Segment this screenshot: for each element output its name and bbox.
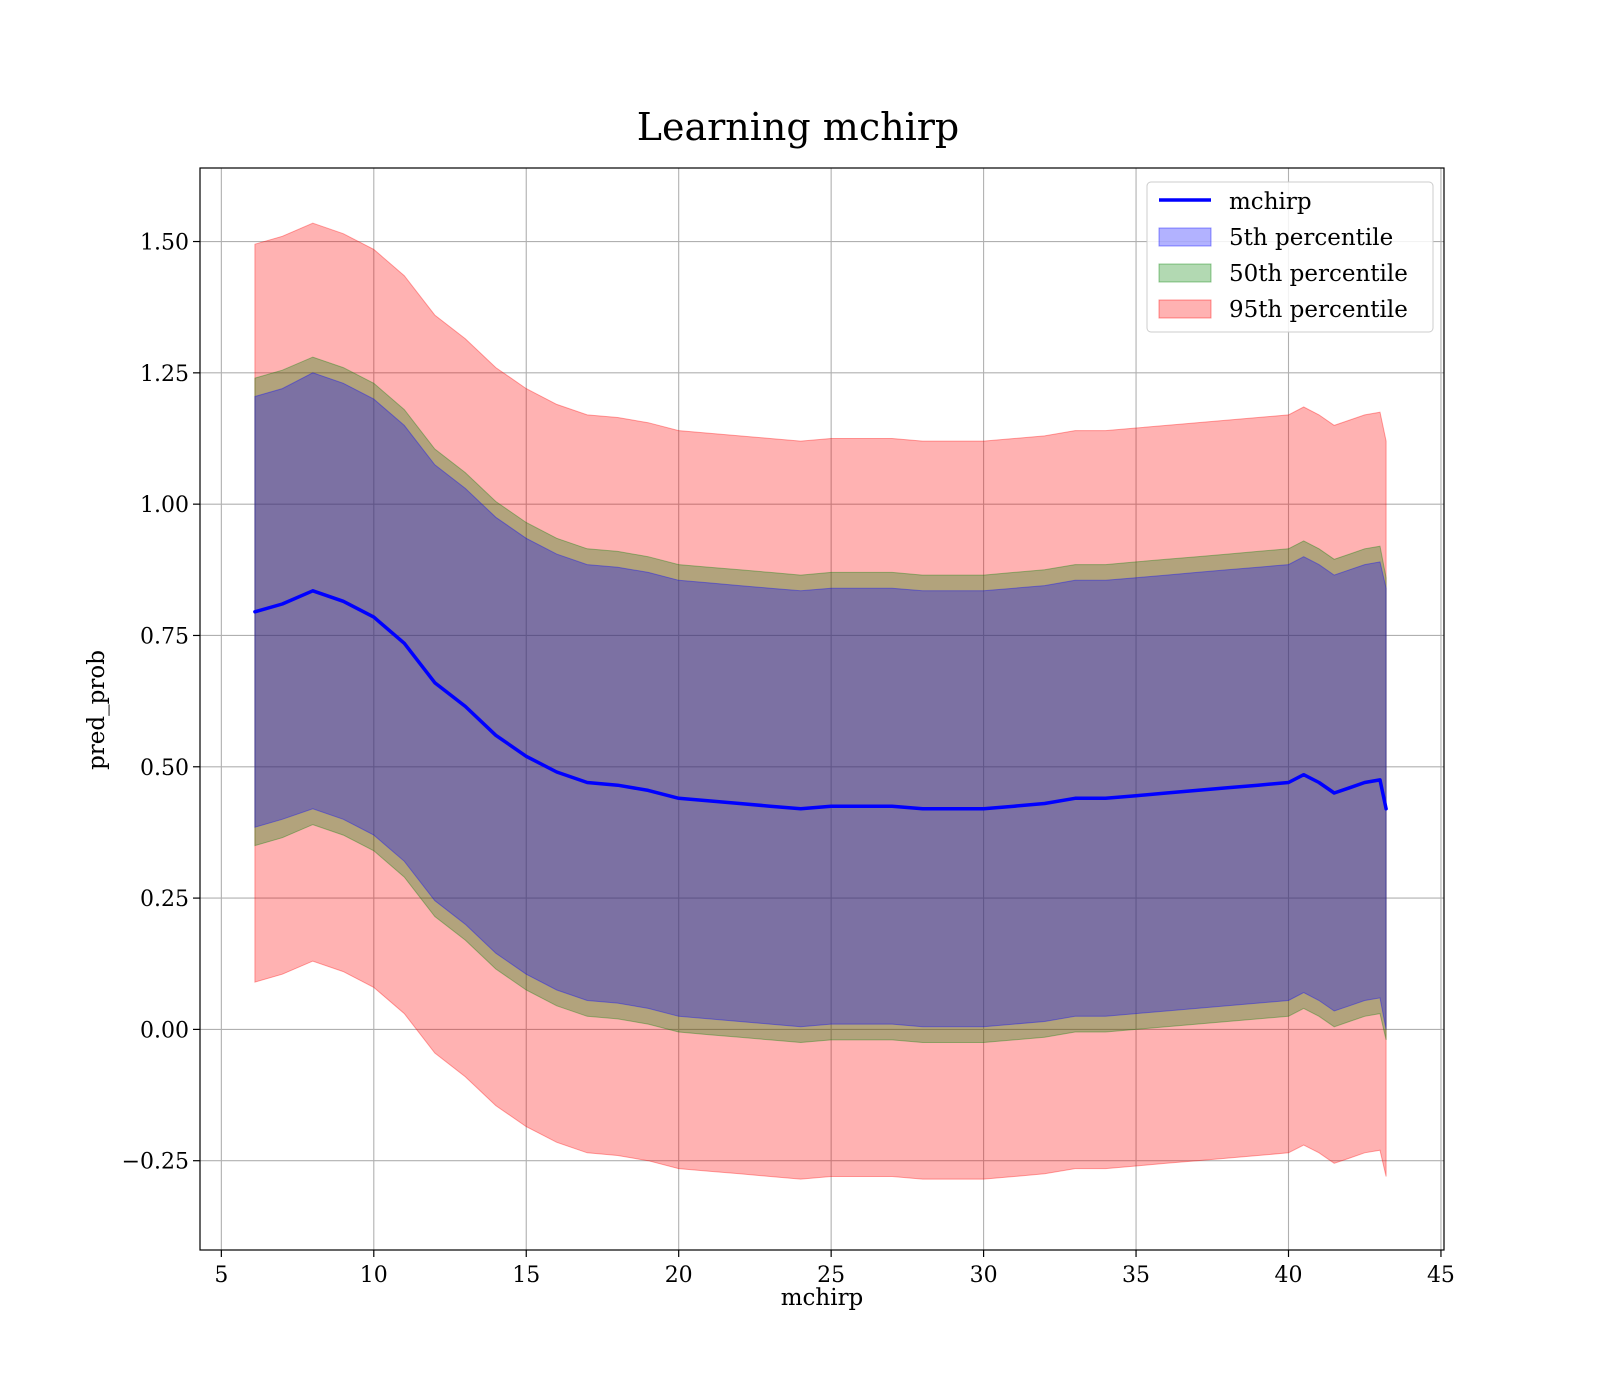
x-tick-label: 5	[214, 1263, 228, 1288]
legend: mchirp 5th percentile 50th percentile 95…	[1146, 181, 1434, 333]
x-axis-label: mchirp	[781, 1285, 864, 1311]
y-axis-ticks: −0.25 0.00 0.25 0.50 0.75 1.00 1.25 1.50	[122, 231, 200, 1175]
plot-frame	[199, 167, 1445, 1251]
x-tick-label: 25	[817, 1263, 845, 1288]
band-95th-percentile	[254, 222, 1387, 1180]
y-tick-label: 1.00	[140, 493, 189, 518]
legend-label-5th: 5th percentile	[1229, 225, 1393, 251]
band-5th-percentile	[254, 372, 1387, 1030]
grid	[200, 168, 1444, 1250]
legend-label-95th: 95th percentile	[1229, 297, 1408, 323]
band-50th-percentile	[254, 356, 1387, 1044]
mchirp-line	[253, 589, 1388, 811]
y-tick-label: 0.50	[140, 756, 189, 781]
x-tick-label: 15	[512, 1263, 540, 1288]
legend-swatch-50th	[1158, 263, 1212, 283]
legend-swatch-5th	[1158, 227, 1212, 247]
legend-label-line: mchirp	[1229, 189, 1312, 215]
y-tick-label: 0.00	[140, 1018, 189, 1043]
x-axis-ticks: 5 10 15 20 25 30 35 40 45	[214, 1250, 1455, 1288]
line-layer	[253, 589, 1388, 811]
legend-box	[1146, 181, 1434, 333]
y-tick-label: −0.25	[122, 1150, 189, 1175]
x-tick-label: 10	[360, 1263, 388, 1288]
y-tick-label: 1.25	[140, 362, 189, 387]
y-tick-label: 1.50	[140, 231, 189, 256]
y-tick-label: 0.75	[140, 624, 189, 649]
x-tick-label: 30	[970, 1263, 998, 1288]
y-axis-label: pred_prob	[84, 650, 110, 770]
legend-swatch-95th	[1158, 299, 1212, 319]
x-tick-label: 20	[665, 1263, 693, 1288]
chart-title: Learning mchirp	[637, 105, 959, 149]
x-tick-label: 45	[1427, 1263, 1455, 1288]
percentile-bands	[254, 222, 1387, 1180]
x-tick-label: 40	[1275, 1263, 1303, 1288]
x-tick-label: 35	[1122, 1263, 1150, 1288]
y-tick-label: 0.25	[140, 887, 189, 912]
legend-label-50th: 50th percentile	[1229, 261, 1408, 287]
